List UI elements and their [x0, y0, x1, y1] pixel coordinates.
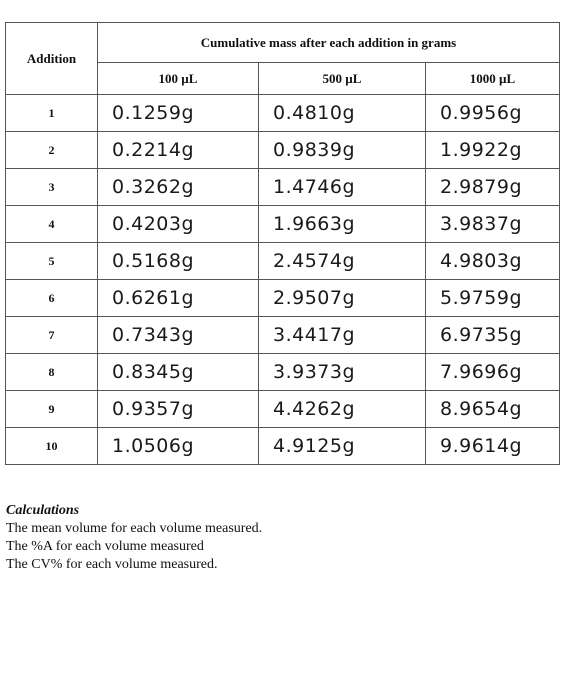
mass-value: 9.9614g — [425, 427, 560, 465]
mass-value: 1.9922g — [425, 131, 560, 169]
addition-number: 8 — [5, 353, 98, 391]
mass-value: 0.8345g — [97, 353, 259, 391]
table-row: 8 0.8345g 3.9373g 7.9696g — [5, 353, 560, 391]
mass-value: 0.4810g — [258, 94, 426, 132]
addition-number: 9 — [5, 390, 98, 428]
table-row: 4 0.4203g 1.9663g 3.9837g — [5, 205, 560, 243]
header-addition: Addition — [5, 22, 98, 95]
mass-value: 5.9759g — [425, 279, 560, 317]
mass-value: 0.7343g — [97, 316, 259, 354]
mass-value: 7.9696g — [425, 353, 560, 391]
mass-value: 6.9735g — [425, 316, 560, 354]
column-header: 100 µL — [97, 62, 259, 95]
mass-value: 1.9663g — [258, 205, 426, 243]
addition-number: 1 — [5, 94, 98, 132]
table-row: 5 0.5168g 2.4574g 4.9803g — [5, 242, 560, 280]
mass-value: 0.9839g — [258, 131, 426, 169]
mass-value: 8.9654g — [425, 390, 560, 428]
mass-value: 0.2214g — [97, 131, 259, 169]
calc-title: Calculations — [6, 503, 80, 518]
mass-value: 0.9357g — [97, 390, 259, 428]
mass-value: 0.5168g — [97, 242, 259, 280]
table-row: 10 1.0506g 4.9125g 9.9614g — [5, 427, 560, 465]
calc-line: The CV% for each volume measured. — [6, 557, 218, 572]
calculations: Calculations The mean volume for each vo… — [6, 502, 262, 574]
mass-value: 0.1259g — [97, 94, 259, 132]
mass-value: 3.9837g — [425, 205, 560, 243]
mass-value: 0.4203g — [97, 205, 259, 243]
addition-number: 5 — [5, 242, 98, 280]
mass-value: 0.9956g — [425, 94, 560, 132]
table-body: 1 0.1259g 0.4810g 0.9956g 2 0.2214g 0.9839g 1.9… — [5, 94, 560, 465]
table-row: 9 0.9357g 4.4262g 8.9654g — [5, 390, 560, 428]
mass-value: 4.9803g — [425, 242, 560, 280]
mass-value: 4.4262g — [258, 390, 426, 428]
mass-value: 1.4746g — [258, 168, 426, 206]
column-header: 1000 µL — [425, 62, 560, 95]
mass-value: 1.0506g — [97, 427, 259, 465]
data-table: Addition Cumulative mass after each addi… — [5, 22, 560, 465]
mass-value: 4.9125g — [258, 427, 426, 465]
mass-value: 2.9507g — [258, 279, 426, 317]
mass-value: 3.4417g — [258, 316, 426, 354]
calc-line: The mean volume for each volume measured… — [6, 521, 263, 536]
addition-number: 3 — [5, 168, 98, 206]
mass-value: 2.4574g — [258, 242, 426, 280]
addition-number: 6 — [5, 279, 98, 317]
header-span: Cumulative mass after each addition in g… — [97, 22, 560, 63]
table-row: 3 0.3262g 1.4746g 2.9879g — [5, 168, 560, 206]
addition-number: 7 — [5, 316, 98, 354]
addition-number: 10 — [5, 427, 98, 465]
table-row: 6 0.6261g 2.9507g 5.9759g — [5, 279, 560, 317]
mass-value: 0.6261g — [97, 279, 259, 317]
table-row: 7 0.7343g 3.4417g 6.9735g — [5, 316, 560, 354]
table-row: 1 0.1259g 0.4810g 0.9956g — [5, 94, 560, 132]
addition-number: 2 — [5, 131, 98, 169]
addition-number: 4 — [5, 205, 98, 243]
calc-line: The %A for each volume measured — [6, 539, 204, 554]
mass-value: 3.9373g — [258, 353, 426, 391]
column-header: 500 µL — [258, 62, 426, 95]
table-row: 2 0.2214g 0.9839g 1.9922g — [5, 131, 560, 169]
mass-value: 0.3262g — [97, 168, 259, 206]
mass-value: 2.9879g — [425, 168, 560, 206]
